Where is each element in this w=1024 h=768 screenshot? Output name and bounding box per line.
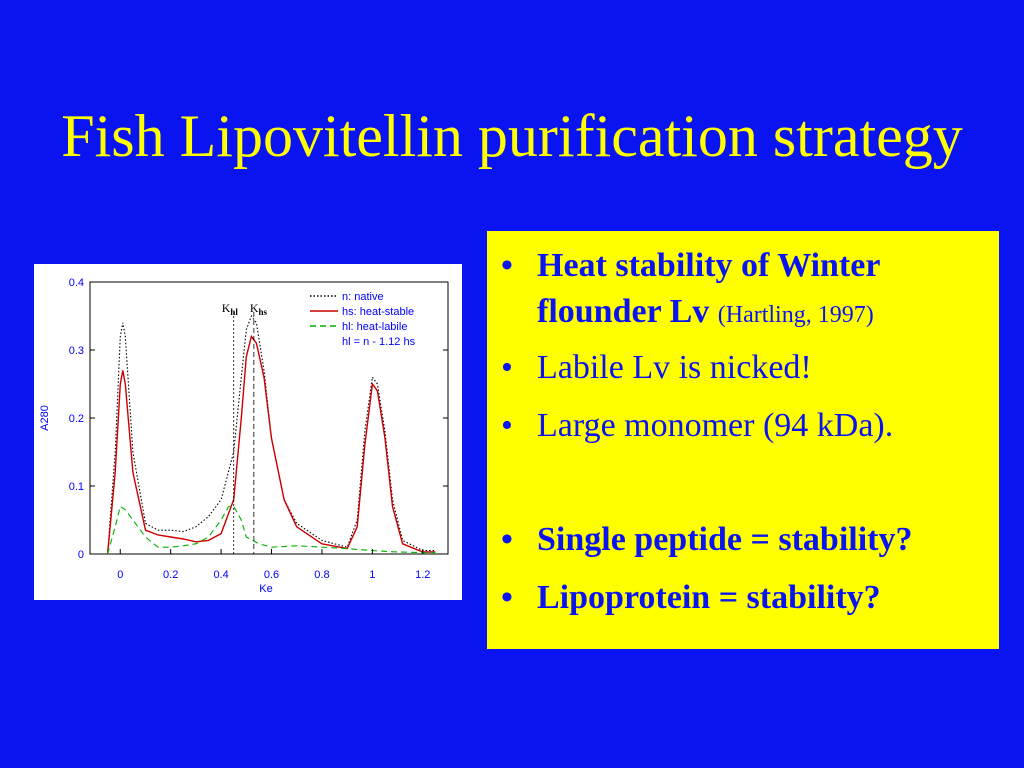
- chart-panel: Khl Khs 0 0.1 0.2 0.3 0.4 0 0.2 0.4 0.6 0.8 1 1.2 n…: [34, 264, 462, 600]
- slide-title: Fish Lipovitellin purification strategy: [61, 103, 963, 169]
- legend-label: n: native: [342, 291, 384, 303]
- series-line-2: [107, 505, 436, 555]
- bullet-text: Lipoprotein = stability?: [537, 579, 881, 616]
- y-tick-label: 0.1: [69, 481, 84, 493]
- x-tick-label: 0: [117, 569, 123, 581]
- bullet-text: Labile Lv is nicked!: [537, 349, 812, 386]
- bullet-panel: • Heat stability of Winter flounder Lv (…: [487, 231, 999, 649]
- series-line-0: [107, 314, 436, 555]
- bullet-lipoprotein: • Lipoprotein = stability?: [501, 575, 991, 621]
- series-line-1: [106, 334, 436, 555]
- bullet-labile: • Labile Lv is nicked!: [501, 345, 991, 391]
- bullet-text: Heat stability of Winter: [537, 247, 881, 284]
- chromatogram-chart: Khl Khs 00.10.20.30.4 0 0.2 0.4 0.6 0.8 1 1.2 n…: [39, 277, 449, 595]
- bullet-marker: •: [501, 349, 513, 386]
- bullet-monomer: • Large monomer (94 kDa).: [501, 403, 991, 449]
- x-tick-label: 0.8: [314, 569, 329, 581]
- x-tick-label: 0.4: [213, 569, 228, 581]
- legend-label: hl: heat-labile: [342, 321, 407, 333]
- y-tick-label: 0: [78, 549, 84, 561]
- x-tick-label: 1: [369, 569, 375, 581]
- bullet-text: Large monomer (94 kDa).: [537, 407, 894, 444]
- y-axis-label: A280: [39, 405, 51, 431]
- y-tick-label: 0.2: [69, 413, 84, 425]
- bullet-marker: •: [501, 247, 513, 284]
- citation: (Hartling, 1997): [717, 302, 874, 328]
- x-tick-label: 1.2: [415, 569, 430, 581]
- y-tick-label: 0.3: [69, 345, 84, 357]
- bullet-marker: •: [501, 521, 513, 558]
- bullet-marker: •: [501, 579, 513, 616]
- bullet-heat-stability: • Heat stability of Winter flounder Lv (…: [501, 243, 991, 338]
- x-tick-label: 0.2: [163, 569, 178, 581]
- bullet-text: flounder Lv: [537, 293, 710, 330]
- bullet-single-peptide: • Single peptide = stability?: [501, 517, 991, 563]
- legend-label: hl = n - 1.12 hs: [342, 336, 416, 348]
- x-tick-label: 0.6: [264, 569, 279, 581]
- y-tick-label: 0.4: [69, 277, 84, 289]
- x-axis-label: Ke: [259, 583, 272, 595]
- bullet-text: Single peptide = stability?: [537, 521, 913, 558]
- legend-label: hs: heat-stable: [342, 306, 414, 318]
- bullet-marker: •: [501, 407, 513, 444]
